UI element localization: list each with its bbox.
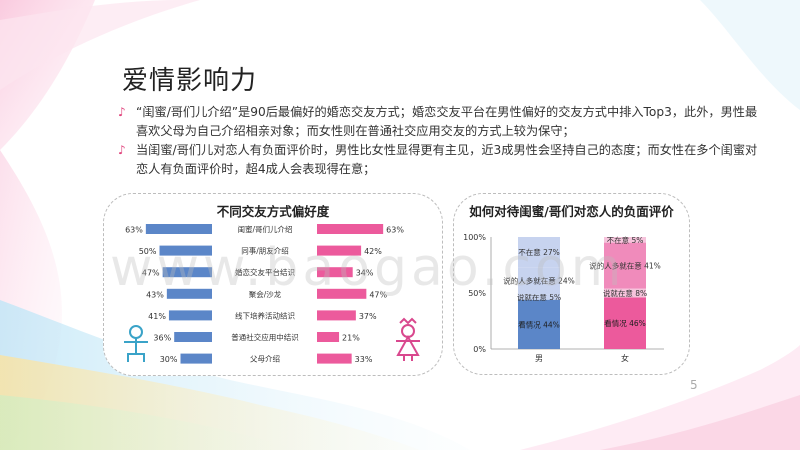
y-tick-label: 50% — [468, 289, 486, 298]
music-note-icon: ♪ — [118, 105, 126, 119]
segment-label: 不在意 5% — [607, 235, 644, 245]
male-bar — [174, 332, 212, 342]
stack-segment — [604, 237, 646, 243]
stack-segment — [604, 297, 646, 349]
bullet-item: ♪ “闺蜜/哥们儿介绍”是90后最偏好的婚恋交友方式；婚恋交友平台在男性偏好的交… — [118, 103, 758, 141]
female-value-label: 47% — [369, 290, 387, 299]
x-category-label: 男 — [535, 354, 543, 363]
music-note-icon: ♪ — [118, 143, 126, 157]
female-value-label: 42% — [364, 247, 382, 256]
segment-label: 说的人多就在意 24% — [503, 276, 575, 286]
male-bar — [180, 353, 212, 364]
stack-segment — [518, 237, 560, 268]
category-label: 同事/朋友介绍 — [241, 246, 289, 256]
category-label: 普通社交应用中结识 — [231, 332, 299, 342]
page-number: 5 — [690, 378, 698, 392]
male-figure-icon — [124, 325, 148, 362]
female-bar — [317, 353, 352, 364]
female-value-label: 34% — [356, 269, 374, 278]
category-label: 父母介绍 — [250, 354, 280, 364]
bullet-text: 当闺蜜/哥们儿对恋人有负面评价时，男性比女性显得更有主见，近3成男性会坚持自己的… — [136, 143, 758, 176]
stacked-bar-chart: 0% 50% 100% 看情况 44% 说就在意 5% 说的人多就在意 24% 不在意 27… — [463, 233, 664, 363]
stack-segment — [518, 267, 560, 295]
category-label: 闺蜜/哥们儿介绍 — [237, 224, 292, 234]
slide-title: 爱情影响力 — [122, 66, 258, 96]
segment-label: 看情况 46% — [604, 318, 646, 328]
male-bar — [159, 245, 212, 256]
female-bar — [317, 310, 356, 321]
female-value-label: 63% — [386, 226, 404, 235]
male-value-label: 47% — [142, 269, 160, 278]
segment-label: 看情况 44% — [518, 319, 560, 329]
female-bar — [317, 245, 362, 256]
y-tick-label: 100% — [463, 233, 486, 242]
female-bar — [317, 267, 353, 278]
stack-segment — [518, 299, 560, 349]
stack-segment — [518, 294, 560, 300]
female-bar — [317, 288, 367, 299]
segment-label: 说的人多就在意 41% — [589, 261, 661, 271]
stack-segment — [604, 242, 646, 289]
segment-label: 说就在意 5% — [517, 292, 561, 302]
female-bar — [317, 224, 384, 234]
male-value-label: 63% — [125, 226, 143, 235]
stack-segment — [604, 288, 646, 298]
male-bar — [168, 310, 212, 321]
x-category-label: 女 — [621, 353, 629, 363]
female-bar — [317, 332, 340, 342]
female-value-label: 21% — [342, 334, 360, 343]
bullet-text: “闺蜜/哥们儿介绍”是90后最偏好的婚恋交友方式；婚恋交友平台在男性偏好的交友方… — [136, 105, 758, 138]
preference-chart-panel: 不同交友方式偏好度 63% 63% 闺蜜/哥们儿介绍 50% 42% 同事/朋友介绍 47%… — [103, 193, 443, 376]
preference-bar-chart: 63% 63% 闺蜜/哥们儿介绍 50% 42% 同事/朋友介绍 47% 34% 婚恋交友平台结… — [124, 224, 420, 364]
female-value-label: 37% — [359, 312, 377, 321]
male-value-label: 43% — [146, 290, 164, 299]
negative-review-chart-panel: 如何对待闺蜜/哥们对恋人的负面评价 0% 50% 100% 看情况 44% 说就在意 5… — [453, 193, 690, 375]
male-value-label: 36% — [153, 334, 171, 343]
chart-title: 不同交友方式偏好度 — [216, 204, 330, 219]
male-value-label: 30% — [160, 355, 178, 364]
category-label: 聚会/沙龙 — [249, 289, 282, 299]
chart-title: 如何对待闺蜜/哥们对恋人的负面评价 — [469, 204, 674, 219]
bullet-list: ♪ “闺蜜/哥们儿介绍”是90后最偏好的婚恋交友方式；婚恋交友平台在男性偏好的交… — [118, 103, 758, 179]
category-label: 线下培养活动结识 — [235, 310, 295, 320]
segment-label: 不在意 27% — [518, 247, 560, 257]
male-bar — [145, 224, 212, 234]
male-bar — [162, 267, 212, 278]
category-label: 婚恋交友平台结识 — [235, 267, 295, 277]
male-value-label: 50% — [139, 247, 157, 256]
male-value-label: 41% — [148, 312, 166, 321]
male-bar — [166, 288, 212, 299]
bullet-item: ♪ 当闺蜜/哥们儿对恋人有负面评价时，男性比女性显得更有主见，近3成男性会坚持自… — [118, 141, 758, 179]
female-value-label: 33% — [355, 355, 373, 364]
segment-label: 说就在意 8% — [603, 288, 647, 298]
female-figure-icon — [396, 317, 420, 361]
y-tick-label: 0% — [473, 345, 486, 354]
